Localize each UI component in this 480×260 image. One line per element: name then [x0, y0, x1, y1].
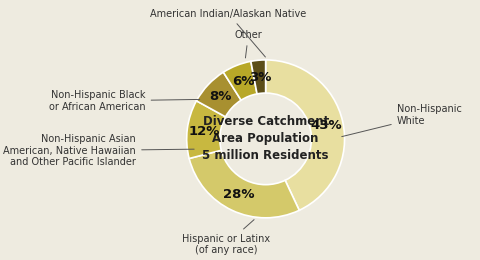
Text: American Indian/Alaskan Native: American Indian/Alaskan Native	[150, 9, 307, 57]
Text: 43%: 43%	[310, 119, 342, 132]
Text: Non-Hispanic Black
or African American: Non-Hispanic Black or African American	[49, 90, 200, 112]
Wedge shape	[223, 61, 257, 100]
Text: Other: Other	[234, 30, 262, 58]
Wedge shape	[251, 60, 265, 94]
Wedge shape	[189, 150, 299, 218]
Text: 12%: 12%	[189, 125, 220, 138]
Text: 3%: 3%	[249, 71, 271, 84]
Text: Diverse Catchment
Area Population
5 million Residents: Diverse Catchment Area Population 5 mill…	[203, 115, 329, 162]
Text: 8%: 8%	[209, 90, 232, 103]
Wedge shape	[196, 72, 241, 117]
Wedge shape	[265, 60, 345, 210]
Wedge shape	[187, 101, 226, 159]
Text: Hispanic or Latinx
(of any race): Hispanic or Latinx (of any race)	[182, 220, 270, 255]
Text: 28%: 28%	[224, 188, 255, 202]
Text: Non-Hispanic Asian
American, Native Hawaiian
and Other Pacific Islander: Non-Hispanic Asian American, Native Hawa…	[3, 134, 194, 167]
Text: Non-Hispanic
White: Non-Hispanic White	[342, 104, 462, 136]
Text: 6%: 6%	[232, 75, 254, 88]
